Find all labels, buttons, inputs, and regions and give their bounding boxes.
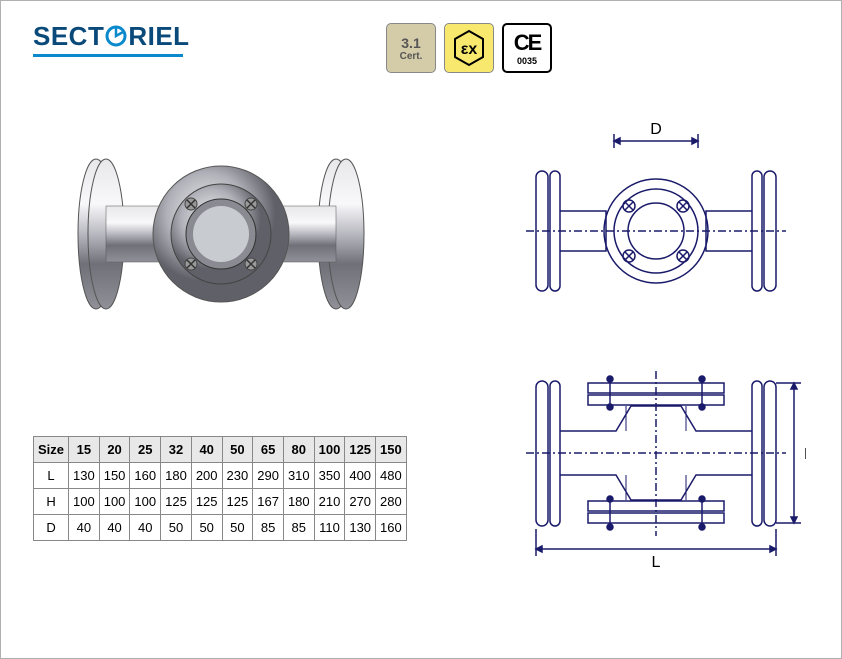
table-cell: H — [34, 489, 69, 515]
table-header-cell: 20 — [99, 437, 130, 463]
table-cell: 160 — [130, 463, 161, 489]
logo-underline — [33, 54, 183, 57]
table-body: L130150160180200230290310350400480H10010… — [34, 463, 407, 541]
table-row: L130150160180200230290310350400480 — [34, 463, 407, 489]
table-header: Size1520253240506580100125150 — [34, 437, 407, 463]
svg-text:εx: εx — [461, 41, 478, 58]
table-cell: 85 — [253, 515, 284, 541]
logo-o-icon — [104, 21, 128, 52]
table-cell: 310 — [283, 463, 314, 489]
ce-badge: CE 0035 — [502, 23, 552, 73]
table-cell: 350 — [314, 463, 345, 489]
table-cell: L — [34, 463, 69, 489]
table-cell: 100 — [130, 489, 161, 515]
table-cell: 200 — [191, 463, 222, 489]
table-header-cell: 100 — [314, 437, 345, 463]
table-cell: 50 — [161, 515, 192, 541]
table-cell: 130 — [345, 515, 376, 541]
technical-diagrams: D — [516, 116, 806, 596]
logo-text-before: SECT — [33, 21, 104, 51]
table-cell: 100 — [99, 489, 130, 515]
table-cell: 270 — [345, 489, 376, 515]
ce-mark: CE — [514, 30, 541, 56]
table-cell: 50 — [191, 515, 222, 541]
table-row: D4040405050508585110130160 — [34, 515, 407, 541]
dim-label-h: H — [804, 446, 806, 463]
table-cell: 100 — [69, 489, 100, 515]
dim-label-l: L — [652, 554, 661, 571]
certification-badges: 3.1 Cert. εx CE 0035 — [386, 23, 552, 73]
logo-text-after: RIEL — [128, 21, 189, 51]
table-header-cell: 150 — [376, 437, 407, 463]
product-photo — [51, 126, 391, 341]
logo-text: SECT RIEL — [33, 21, 190, 52]
ce-number: 0035 — [517, 56, 537, 66]
table-cell: 110 — [314, 515, 345, 541]
table-row: H100100100125125125167180210270280 — [34, 489, 407, 515]
table-cell: 167 — [253, 489, 284, 515]
table-header-cell: 80 — [283, 437, 314, 463]
table-cell: 150 — [99, 463, 130, 489]
table-cell: 40 — [69, 515, 100, 541]
table-header-cell: 32 — [161, 437, 192, 463]
table-cell: 180 — [161, 463, 192, 489]
atex-badge: εx — [444, 23, 494, 73]
sight-glass-photo — [51, 126, 391, 341]
table-header-cell: 125 — [345, 437, 376, 463]
dim-label-d: D — [650, 121, 662, 138]
hexagon-icon: εx — [449, 28, 489, 68]
table-cell: 160 — [376, 515, 407, 541]
table-cell: 290 — [253, 463, 284, 489]
table-header-cell: Size — [34, 437, 69, 463]
table-cell: 125 — [161, 489, 192, 515]
table-cell: 230 — [222, 463, 253, 489]
table-cell: 210 — [314, 489, 345, 515]
table-cell: 180 — [283, 489, 314, 515]
table-header-cell: 50 — [222, 437, 253, 463]
dimension-drawings: D — [516, 116, 806, 596]
cert-badge: 3.1 Cert. — [386, 23, 436, 73]
table-cell: 85 — [283, 515, 314, 541]
table-cell: 50 — [222, 515, 253, 541]
company-logo: SECT RIEL — [33, 21, 190, 57]
table-cell: 125 — [222, 489, 253, 515]
table-header-cell: 25 — [130, 437, 161, 463]
cert-badge-line1: 3.1 — [401, 35, 420, 51]
table-cell: 480 — [376, 463, 407, 489]
table-cell: 40 — [130, 515, 161, 541]
table-cell: 280 — [376, 489, 407, 515]
dimensions-table: Size1520253240506580100125150 L130150160… — [33, 436, 407, 541]
table-cell: 130 — [69, 463, 100, 489]
table-cell: 400 — [345, 463, 376, 489]
cert-badge-line2: Cert. — [400, 51, 423, 62]
table-header-cell: 40 — [191, 437, 222, 463]
table-cell: 40 — [99, 515, 130, 541]
table-header-cell: 15 — [69, 437, 100, 463]
table-cell: 125 — [191, 489, 222, 515]
table-cell: D — [34, 515, 69, 541]
table-header-cell: 65 — [253, 437, 284, 463]
